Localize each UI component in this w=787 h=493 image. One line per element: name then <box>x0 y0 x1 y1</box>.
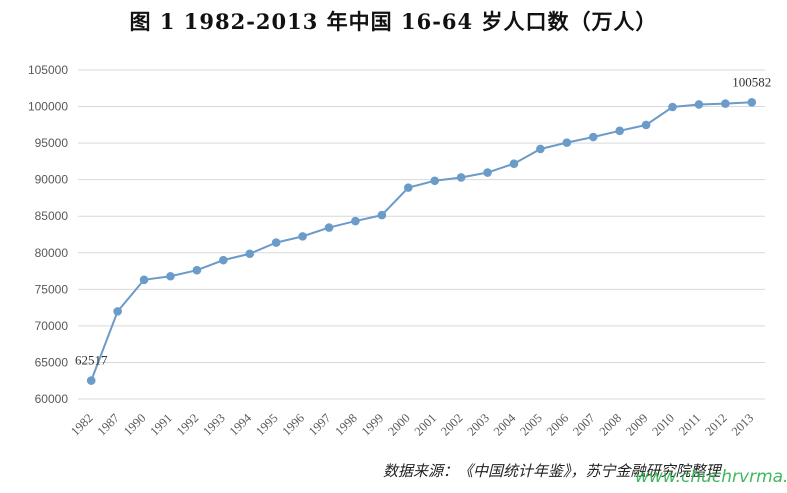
data-point <box>456 173 466 182</box>
x-tick-label: 2004 <box>491 410 519 438</box>
series-line <box>90 101 752 381</box>
data-point <box>298 232 307 241</box>
x-tick-label: 2000 <box>385 411 413 439</box>
x-tick-label: 2006 <box>544 411 572 439</box>
y-tick-label: 80000 <box>35 246 69 260</box>
data-point <box>641 120 651 130</box>
x-tick-label: 2011 <box>676 411 703 438</box>
y-tick-label: 90000 <box>35 173 69 187</box>
data-point <box>324 223 334 232</box>
x-tick-label: 1987 <box>95 411 123 439</box>
x-tick-label: 2002 <box>438 411 466 439</box>
x-tick-label: 1995 <box>253 411 281 439</box>
x-tick-label: 2010 <box>649 411 677 439</box>
x-tick-label: 1996 <box>279 411 307 439</box>
y-tick-label: 60000 <box>35 392 69 406</box>
x-tick-label: 2007 <box>570 411 598 439</box>
data-point <box>509 159 519 168</box>
data-point <box>615 126 624 136</box>
x-tick-label: 2005 <box>517 411 545 439</box>
data-point <box>668 102 677 112</box>
x-tick-label: 2001 <box>412 411 440 439</box>
chart-title: 图 1 1982-2013 年中国 16-64 岁人口数（万人） <box>129 9 658 34</box>
x-tick-label: 1997 <box>306 411 334 439</box>
y-tick-label: 65000 <box>35 355 69 369</box>
data-point <box>351 216 360 226</box>
y-tick-label: 105000 <box>28 63 68 77</box>
source-note: 数据来源：《中国统计年鉴》，苏宁金融研究院整理 <box>383 462 721 480</box>
data-label: 100582 <box>732 74 771 89</box>
x-tick-label: 1994 <box>227 410 255 438</box>
x-tick-label: 2012 <box>702 411 730 439</box>
data-point <box>219 255 228 265</box>
x-tick-label: 2003 <box>464 411 492 439</box>
data-point <box>694 100 704 109</box>
data-point <box>403 183 413 192</box>
x-tick-label: 2009 <box>623 411 651 439</box>
x-tick-label: 1999 <box>359 411 387 439</box>
data-point <box>113 307 122 316</box>
data-point <box>430 176 440 186</box>
x-tick-label: 1998 <box>332 411 360 439</box>
x-tick-label: 1993 <box>200 411 228 439</box>
series-line-layer <box>90 101 752 381</box>
data-point <box>721 99 730 108</box>
data-point <box>139 275 149 285</box>
x-tick-label: 2013 <box>729 411 757 439</box>
y-tick-label: 75000 <box>35 282 69 296</box>
data-point <box>271 238 281 247</box>
data-point <box>86 376 96 385</box>
data-labels: 62517 100582 <box>75 74 771 367</box>
x-tick-label: 1991 <box>147 411 175 439</box>
y-tick-label: 70000 <box>35 319 69 333</box>
data-point <box>377 210 387 220</box>
data-point <box>536 144 545 154</box>
x-axis-ticks: 1982198719901991199219931994199519961997… <box>68 410 756 438</box>
gridlines <box>78 69 765 400</box>
y-tick-label: 100000 <box>28 100 68 114</box>
x-tick-label: 1992 <box>174 411 202 439</box>
data-points <box>86 98 757 385</box>
data-label: 62517 <box>75 353 108 368</box>
data-point <box>483 168 492 177</box>
y-axis-ticks: 60000 65000 70000 75000 80000 85000 90000 95000… <box>28 63 68 406</box>
data-point <box>588 132 598 142</box>
data-point <box>166 271 175 281</box>
data-point <box>562 138 572 147</box>
y-tick-label: 95000 <box>35 136 69 150</box>
x-tick-label: 1990 <box>121 411 149 439</box>
data-point <box>192 265 202 275</box>
x-tick-label: 1982 <box>68 411 96 439</box>
data-point <box>747 98 757 107</box>
y-tick-label: 85000 <box>35 209 69 223</box>
x-tick-label: 2008 <box>597 411 625 439</box>
data-point <box>245 249 255 259</box>
watermark: www.chuchrvrma.com <box>635 467 787 487</box>
